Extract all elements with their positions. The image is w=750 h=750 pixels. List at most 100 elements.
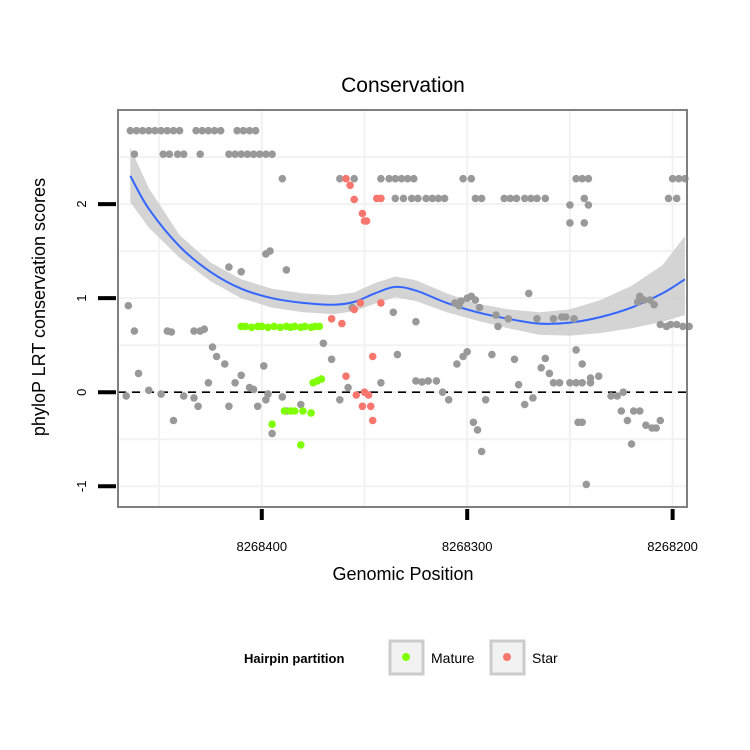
point-other: [582, 480, 591, 489]
point-other: [412, 317, 420, 326]
point-mature: [290, 322, 299, 331]
point-other: [377, 174, 385, 183]
point-other: [225, 402, 233, 411]
point-other: [463, 348, 472, 356]
point-other: [440, 194, 449, 203]
point-other: [391, 174, 400, 183]
point-other: [572, 379, 580, 387]
point-other: [145, 386, 153, 395]
point-other: [537, 364, 545, 372]
point-other: [175, 126, 184, 135]
point-other: [253, 402, 262, 411]
x-tick-label: 8268200: [647, 539, 698, 554]
point-other: [190, 327, 198, 335]
point-mature: [247, 323, 256, 332]
point-other: [151, 126, 159, 135]
point-other: [594, 372, 603, 381]
point-other: [455, 301, 463, 310]
point-other: [549, 315, 558, 323]
point-other: [122, 392, 130, 400]
point-other: [444, 396, 453, 404]
point-other: [327, 355, 336, 364]
point-other: [399, 194, 408, 203]
point-other: [225, 263, 233, 271]
point-other: [578, 379, 586, 387]
point-other: [179, 150, 188, 158]
point-other: [278, 393, 287, 401]
point-mature: [297, 441, 305, 449]
point-other: [679, 322, 687, 331]
point-other: [570, 315, 578, 323]
point-other: [190, 394, 198, 402]
point-other: [210, 126, 219, 135]
point-other: [572, 346, 580, 354]
point-other: [607, 392, 615, 400]
point-other: [666, 320, 675, 329]
point-mature: [307, 409, 315, 417]
point-other: [249, 385, 258, 394]
point-other: [545, 369, 554, 378]
point-star: [368, 352, 377, 361]
point-other: [566, 379, 574, 387]
point-other: [336, 174, 344, 183]
point-other: [260, 362, 268, 370]
point-other: [580, 194, 589, 203]
point-mature: [276, 323, 285, 332]
smooth-line-layer: [129, 175, 686, 325]
point-other: [264, 390, 272, 398]
point-other: [157, 390, 165, 398]
point-other: [414, 194, 422, 203]
point-other: [179, 392, 188, 400]
point-other: [629, 407, 638, 415]
legend-label-star: Star: [532, 650, 558, 666]
point-other: [216, 126, 225, 135]
point-other: [533, 194, 541, 203]
point-star: [338, 319, 346, 328]
point-other: [668, 174, 677, 183]
point-star: [356, 299, 365, 307]
point-other: [529, 394, 537, 402]
point-other: [233, 126, 241, 135]
point-mature: [280, 407, 289, 415]
point-other: [520, 194, 529, 203]
point-other: [623, 416, 632, 425]
x-axis-title: Genomic Position: [332, 564, 473, 584]
point-mature: [299, 407, 307, 415]
y-tick-label: -1: [74, 481, 89, 493]
point-other: [418, 378, 426, 386]
point-other: [377, 379, 385, 387]
point-other: [672, 194, 681, 203]
point-other: [492, 311, 500, 319]
point-other: [506, 194, 515, 203]
point-other: [319, 339, 328, 348]
point-other: [173, 150, 182, 158]
point-other: [617, 407, 626, 415]
point-star: [364, 391, 373, 399]
point-other: [268, 429, 276, 438]
point-other: [488, 350, 496, 359]
point-other: [481, 396, 490, 404]
point-star: [352, 391, 361, 399]
point-other: [132, 126, 141, 135]
point-other: [196, 150, 204, 158]
point-other: [549, 379, 558, 387]
point-other: [266, 247, 274, 255]
chart-title: Conservation: [341, 74, 465, 97]
point-other: [389, 308, 398, 317]
point-star: [358, 209, 367, 218]
point-mature: [258, 322, 266, 331]
point-other: [477, 447, 486, 456]
point-other: [163, 126, 172, 135]
point-other: [656, 320, 665, 329]
point-other: [541, 354, 550, 363]
point-mature: [264, 323, 272, 332]
point-other: [198, 126, 206, 135]
point-other: [204, 126, 213, 135]
panel-border: [117, 109, 688, 508]
point-other: [208, 343, 217, 351]
legend-label-mature: Mature: [431, 650, 475, 666]
confidence-ribbon-layer: [130, 147, 685, 336]
point-other: [385, 174, 393, 183]
point-other: [432, 377, 441, 385]
point-star: [358, 402, 367, 411]
